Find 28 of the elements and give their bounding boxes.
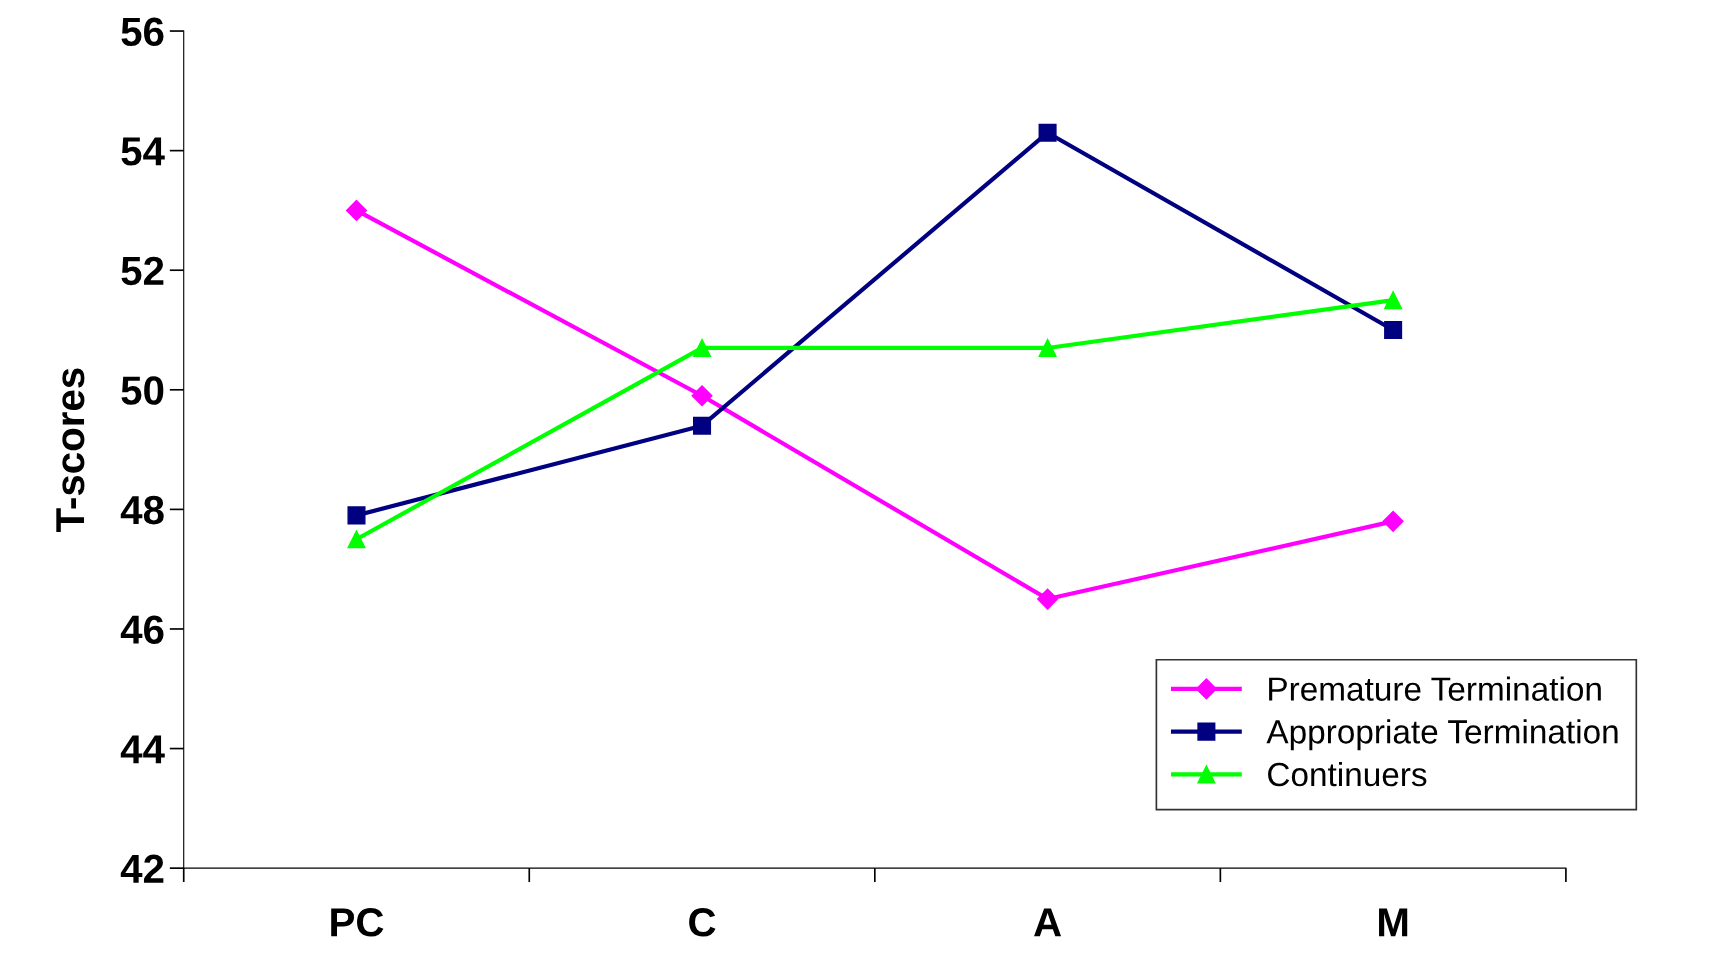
y-tick-label: 52 [121, 256, 164, 286]
point [1382, 510, 1404, 532]
point [691, 385, 713, 407]
point [1038, 338, 1057, 357]
legend-label: Premature Termination [1269, 676, 1601, 701]
point [347, 506, 366, 525]
legend-label: Continuers [1268, 761, 1427, 787]
point [1038, 123, 1057, 142]
x-tick-label: PC [331, 908, 384, 937]
point [693, 338, 712, 357]
y-tick-label: 46 [120, 615, 164, 644]
legend-label: Appropriate Termination [1266, 719, 1618, 751]
x-tick-label: M [1379, 908, 1408, 937]
y-tick-label: 50 [121, 376, 164, 405]
point [1384, 291, 1403, 310]
y-tick-label: 56 [121, 17, 164, 47]
x-tick-label: C [689, 908, 716, 937]
point [693, 416, 712, 435]
y-tick-label: 44 [120, 735, 165, 764]
point [1384, 320, 1403, 340]
point [345, 199, 368, 221]
y-tick-label: 54 [121, 137, 165, 166]
y-tick-label: 48 [120, 495, 164, 525]
point [347, 530, 366, 549]
x-tick-label: A [1034, 908, 1062, 937]
y-tick-label: 42 [120, 854, 164, 883]
point [1037, 588, 1059, 610]
y-axis-title: T-scores [56, 368, 85, 532]
